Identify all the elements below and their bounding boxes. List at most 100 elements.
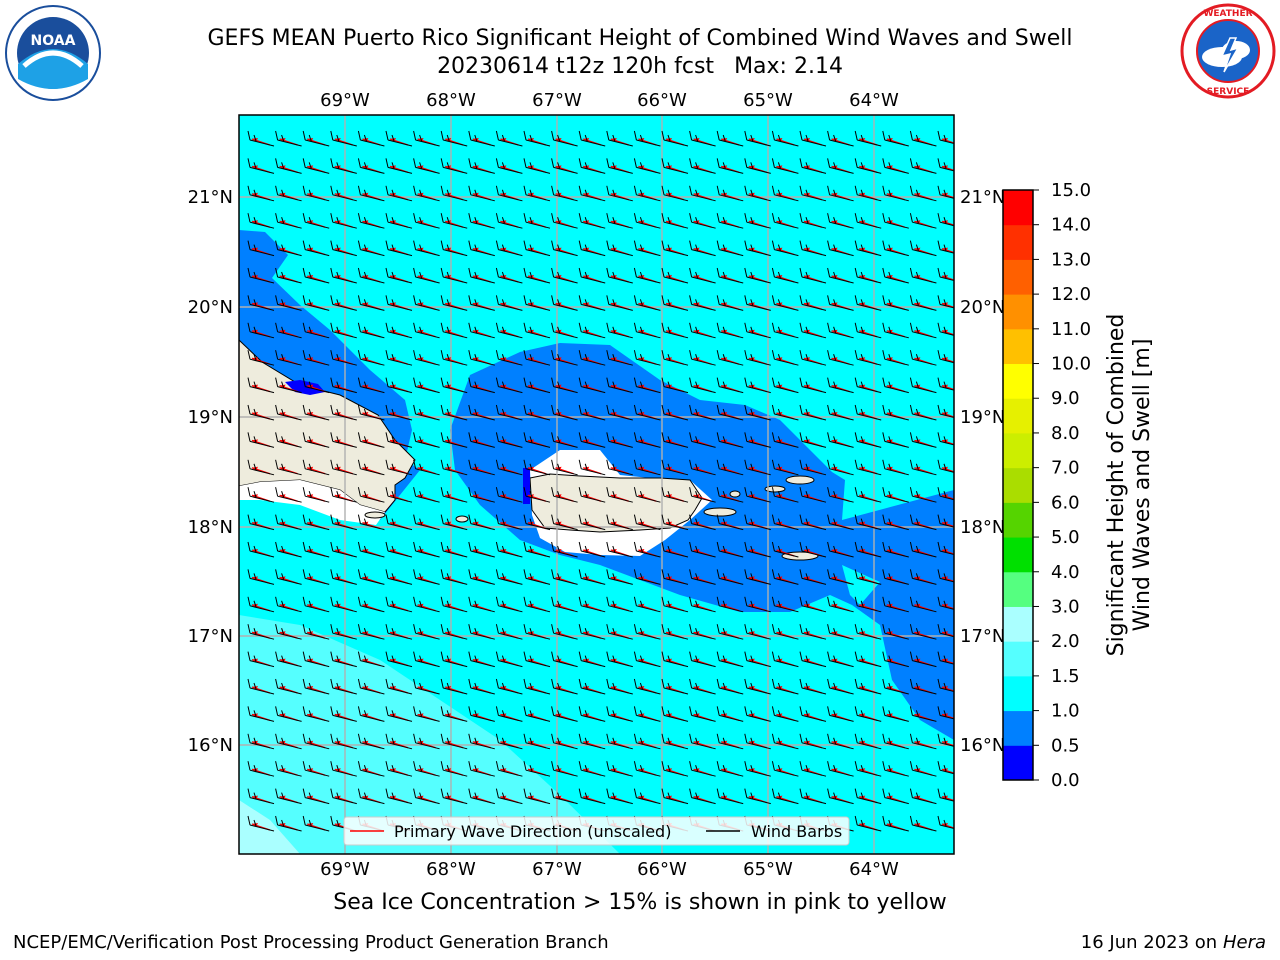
wave-arrowhead — [417, 740, 424, 745]
wave-arrowhead — [721, 439, 728, 444]
colorbar-label: 2.0 — [1051, 631, 1080, 652]
wave-arrowhead — [307, 494, 314, 499]
wave-arrowhead — [362, 329, 369, 334]
wind-barb — [247, 267, 275, 284]
wave-arrowhead — [748, 165, 755, 170]
wind-barb — [468, 267, 495, 284]
wind-barb — [854, 350, 882, 366]
wind-barb — [551, 240, 578, 257]
wind-barb — [937, 569, 954, 583]
wave-arrowhead — [748, 357, 755, 362]
wave-arrowhead — [776, 247, 783, 252]
wave-arrowhead — [390, 494, 396, 499]
wave-arrowhead — [666, 576, 672, 581]
wave-arrowhead — [334, 192, 341, 197]
wave-arrowhead — [666, 631, 672, 636]
wave-arrowhead — [886, 412, 893, 416]
wind-barb — [468, 295, 495, 311]
wind-barb — [606, 788, 633, 805]
wave-arrowhead — [693, 466, 700, 471]
wind-barb — [468, 377, 495, 394]
footer-credit: NCEP/EMC/Verification Post Processing Pr… — [13, 932, 609, 953]
wave-arrowhead — [748, 768, 755, 773]
wave-arrowhead — [472, 384, 479, 389]
wind-barb — [302, 514, 330, 531]
wave-arrowhead — [638, 686, 645, 690]
wave-arrowhead — [500, 686, 507, 690]
wind-barb — [606, 569, 633, 585]
wind-barb — [827, 569, 854, 585]
wind-barb — [578, 350, 606, 366]
wave-arrowhead — [334, 603, 341, 608]
wind-barb — [468, 569, 495, 585]
wind-barb — [357, 651, 385, 668]
wave-arrowhead — [555, 603, 562, 608]
wave-arrowhead — [693, 384, 700, 389]
wave-arrowhead — [942, 795, 948, 800]
wind-barb — [330, 350, 357, 366]
wave-arrowhead — [279, 439, 286, 444]
wave-arrowhead — [334, 713, 341, 718]
wind-barb — [716, 459, 744, 476]
wave-arrowhead — [666, 795, 672, 800]
wind-barb — [744, 404, 771, 421]
wave-arrowhead — [445, 192, 452, 197]
colorbar-label: 3.0 — [1051, 596, 1080, 617]
wind-barb — [882, 514, 909, 531]
wind-barb — [551, 541, 578, 558]
wave-arrowhead — [362, 795, 369, 800]
wind-barb — [909, 350, 937, 366]
wind-barb — [275, 514, 302, 531]
colorbar-segment — [1003, 190, 1033, 226]
wind-barb — [937, 404, 954, 419]
wind-barb — [744, 295, 771, 311]
wave-arrowhead — [362, 275, 369, 279]
wind-barb — [854, 185, 882, 202]
wind-barb — [440, 185, 468, 202]
wind-barb — [716, 569, 744, 585]
wind-barb — [771, 185, 799, 202]
wave-arrowhead — [417, 494, 424, 499]
wave-arrowhead — [748, 795, 755, 800]
wave-arrowhead — [279, 521, 286, 526]
wave-arrowhead — [362, 494, 369, 499]
wind-barb — [385, 295, 413, 311]
wave-arrowhead — [748, 412, 755, 416]
wind-barb — [799, 350, 827, 366]
wind-barb — [468, 541, 495, 558]
wind-barb — [661, 130, 689, 147]
wind-barb — [689, 788, 716, 805]
wind-barb — [413, 459, 440, 476]
wind-barb — [523, 377, 551, 394]
wind-barb — [689, 295, 716, 311]
wind-barb — [275, 295, 302, 311]
wind-barb — [716, 624, 744, 640]
wave-arrowhead — [914, 275, 921, 279]
wave-arrowhead — [279, 658, 286, 663]
sea-ice-note: Sea Ice Concentration > 15% is shown in … — [333, 890, 947, 915]
wind-barb — [330, 240, 357, 257]
wave-arrowhead — [307, 247, 314, 252]
wave-arrowhead — [555, 220, 562, 225]
wave-arrowhead — [279, 412, 286, 416]
wave-field-0.5-1m-east — [450, 343, 954, 740]
wind-barb — [606, 295, 633, 311]
wind-barb — [689, 596, 716, 613]
wave-arrowhead — [831, 576, 838, 581]
wind-barb — [302, 213, 330, 229]
wave-arrowhead — [831, 384, 838, 389]
wave-arrowhead — [638, 740, 645, 745]
wave-arrowhead — [776, 658, 783, 663]
wave-arrowhead — [583, 603, 590, 608]
wind-barb — [413, 322, 440, 339]
wave-arrowhead — [555, 795, 562, 800]
wave-arrowhead — [666, 357, 672, 362]
wave-arrowhead — [666, 275, 672, 279]
wind-barb — [302, 788, 330, 805]
wave-arrowhead — [776, 768, 783, 773]
wave-arrowhead — [279, 302, 286, 307]
wave-arrowhead — [334, 494, 341, 499]
wave-arrowhead — [390, 138, 396, 142]
wind-barb — [578, 130, 606, 147]
wind-barb — [882, 761, 909, 777]
